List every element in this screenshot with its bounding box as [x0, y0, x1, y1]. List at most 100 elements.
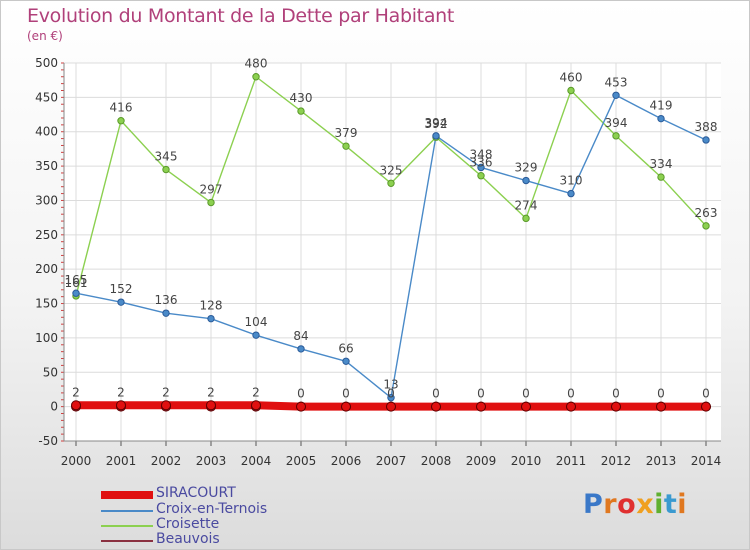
y-tick-label: 350: [35, 159, 58, 173]
data-label: 0: [432, 387, 440, 401]
y-tick-label: 0: [50, 400, 58, 414]
data-point: [162, 309, 170, 317]
data-point: [162, 165, 170, 174]
data-label: 394: [425, 116, 448, 130]
logo-letter: t: [663, 489, 678, 520]
y-tick-label: 450: [35, 90, 58, 104]
x-tick-label: 2013: [646, 454, 677, 468]
data-point: [252, 73, 260, 81]
data-point: [522, 176, 530, 185]
y-tick-label: 200: [35, 262, 58, 276]
data-label: 0: [567, 387, 575, 401]
legend-label-beauvois: Beauvois: [156, 531, 220, 547]
y-tick-label: 50: [43, 365, 58, 379]
data-label: 0: [297, 387, 305, 401]
data-point: [386, 401, 396, 412]
data-label: 161: [65, 276, 88, 290]
data-label: 2: [252, 385, 260, 399]
legend-swatch-siracourt: [101, 491, 153, 499]
data-point: [522, 214, 530, 223]
data-point: [342, 357, 350, 365]
data-label: 2: [207, 385, 215, 399]
x-tick-label: 2011: [556, 454, 587, 468]
data-label: 379: [335, 126, 358, 140]
logo-letter: r: [603, 489, 618, 520]
data-label: 345: [155, 150, 178, 164]
data-label: 310: [560, 174, 583, 188]
data-label: 334: [650, 157, 673, 171]
data-label: 388: [695, 120, 718, 134]
y-tick-label: 150: [35, 297, 58, 311]
data-point: [342, 142, 350, 150]
legend-swatch-beauvois: [101, 540, 153, 542]
y-tick-label: 500: [35, 56, 58, 70]
y-tick-label: 100: [35, 331, 58, 345]
x-tick-label: 2001: [106, 454, 137, 468]
data-point: [567, 86, 575, 95]
data-point: [567, 189, 575, 198]
data-label: 419: [650, 99, 673, 113]
data-point: [701, 401, 711, 412]
data-label: 0: [387, 387, 395, 401]
data-point: [72, 289, 80, 297]
data-point: [612, 91, 620, 100]
data-label: 84: [293, 329, 308, 343]
chart-title: Evolution du Montant de la Dette par Hab…: [27, 5, 455, 27]
x-tick-label: 2000: [61, 454, 92, 468]
y-tick-label: 250: [35, 228, 58, 242]
data-point: [206, 400, 216, 411]
data-point: [117, 117, 125, 125]
legend-swatch-croix-en-ternois: [101, 510, 153, 512]
logo-letter: i: [677, 489, 688, 520]
data-point: [207, 314, 215, 323]
data-label: 0: [342, 387, 350, 401]
data-point: [297, 107, 305, 115]
data-point: [611, 401, 621, 412]
x-tick-label: 2004: [241, 454, 272, 468]
logo-letter: P: [583, 489, 604, 520]
x-tick-label: 2006: [331, 454, 362, 468]
data-point: [296, 401, 306, 412]
data-label: 165: [65, 273, 88, 287]
data-label: 128: [200, 299, 223, 313]
x-tick-label: 2010: [511, 454, 542, 468]
data-label: 66: [338, 341, 353, 355]
data-label: 460: [560, 70, 583, 84]
data-point: [71, 400, 81, 411]
y-tick-label: 400: [35, 125, 58, 139]
data-label: 13: [383, 378, 398, 392]
x-tick-label: 2002: [151, 454, 182, 468]
data-point: [207, 198, 215, 207]
data-label: 136: [155, 293, 178, 307]
x-tick-label: 2012: [601, 454, 632, 468]
data-label: 104: [245, 315, 268, 329]
data-point: [251, 400, 261, 411]
x-tick-label: 2008: [421, 454, 452, 468]
data-point: [116, 400, 126, 411]
data-point: [161, 400, 171, 411]
chart-subtitle: (en €): [27, 29, 63, 43]
data-label: 0: [657, 387, 665, 401]
data-label: 0: [702, 387, 710, 401]
data-point: [387, 179, 395, 187]
x-tick-label: 2003: [196, 454, 227, 468]
data-point: [566, 401, 576, 412]
data-point: [477, 172, 485, 180]
data-label: 325: [380, 163, 403, 177]
data-point: [476, 401, 486, 412]
data-label: 394: [605, 116, 628, 130]
data-point: [656, 401, 666, 412]
data-label: 416: [110, 101, 133, 115]
legend-label-croix-en-ternois: Croix-en-Ternois: [156, 501, 268, 517]
data-point: [341, 401, 351, 412]
data-point: [432, 132, 440, 140]
legend-swatch-croisette: [101, 525, 153, 527]
data-label: 480: [245, 57, 268, 71]
data-label: 274: [515, 198, 538, 212]
data-point: [657, 173, 665, 181]
logo-letter: i: [654, 489, 664, 520]
data-point: [477, 163, 485, 172]
data-label: 329: [515, 161, 538, 175]
proxiti-logo: Proxiti: [583, 489, 687, 520]
